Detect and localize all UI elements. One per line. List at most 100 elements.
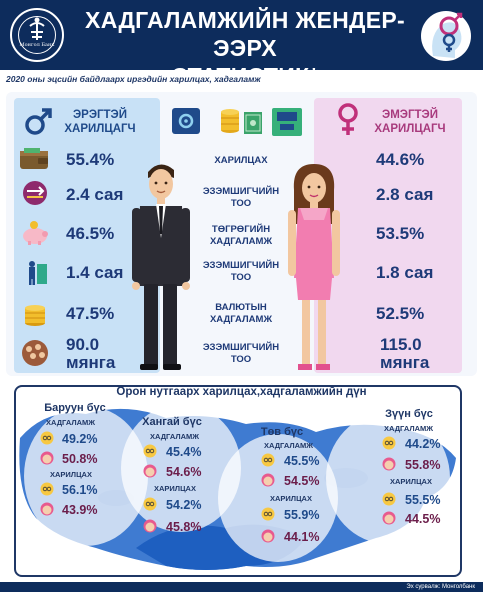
central-deposit-female: 54.5% — [284, 474, 320, 488]
female-value-deposit-holders: 1.8 сая — [376, 263, 434, 282]
female-heading-line-1: ЭМЭГТЭЙ — [382, 109, 438, 121]
category-line: ВАЛЮТЫН — [215, 302, 267, 313]
female-heading-line-2: ХАРИЛЦАГЧ — [374, 123, 446, 135]
male-heading: ЭРЭГТЭЙ ХАРИЛЦАГЧ — [50, 108, 150, 136]
east-account-male: 55.5% — [405, 493, 441, 507]
male-heading-line-2: ХАРИЛЦАГЧ — [64, 123, 136, 135]
man-figure-icon — [132, 164, 190, 370]
central-account-female: 44.1% — [284, 530, 320, 544]
account-label-west: ХАРИЛЦАХ — [50, 470, 92, 479]
account-label-central: ХАРИЛЦАХ — [270, 494, 312, 503]
title-line-2: СТАТИСТИК* — [171, 63, 319, 89]
male-value-accounts: 55.4% — [66, 150, 115, 169]
header-banner: Монгол Банк ХАДГАЛАМЖИЙН ЖЕНДЕР-ЭЭРХ СТА… — [0, 0, 483, 89]
category-label-fx-deposit: ВАЛЮТЫН ХАДГАЛАМЖ — [186, 302, 296, 326]
money-exchange-icon — [23, 181, 47, 205]
region-name-khangai: Хангай бүс — [142, 416, 202, 428]
woman-face-icon — [40, 502, 54, 516]
category-line: ТОО — [230, 272, 252, 283]
east-deposit-male: 44.2% — [405, 437, 441, 451]
female-fx-holders-number: 115.0 — [380, 335, 422, 354]
title-line-1: ХАДГАЛАМЖИЙН ЖЕНДЕР-ЭЭРХ — [85, 7, 405, 61]
female-heading: ЭМЭГТЭЙ ХАРИЛЦАГЧ — [362, 108, 458, 136]
atm-icon — [272, 108, 302, 136]
woman-face-icon — [261, 529, 275, 543]
woman-face-icon — [382, 457, 396, 471]
male-value-fx-deposit: 47.5% — [66, 304, 115, 323]
west-account-male: 56.1% — [62, 483, 98, 497]
region-name-east: Зүүн бүс — [385, 408, 433, 420]
man-face-icon — [40, 482, 54, 496]
map-title: Орон нутгаарх харилцах,хадгаламжийн дүн — [116, 386, 367, 398]
man-face-icon — [143, 497, 157, 511]
deposit-label-khangai: ХАДГАЛАМЖ — [150, 432, 200, 441]
male-fx-holders-unit: мянга — [66, 353, 116, 372]
deposit-label-west: ХАДГАЛАМЖ — [46, 418, 96, 427]
male-heading-line-1: ЭРЭГТЭЙ — [72, 109, 128, 121]
male-value-account-holders: 2.4 сая — [66, 185, 124, 204]
banking-icons — [172, 108, 302, 136]
male-fx-holders-number: 90.0 — [66, 335, 100, 354]
crowd-icon — [22, 340, 48, 366]
female-value-accounts: 44.6% — [376, 150, 425, 169]
category-line: ХАДГАЛАМЖ — [209, 236, 273, 247]
west-account-female: 43.9% — [62, 503, 98, 517]
coin-stack-icon — [25, 305, 45, 326]
category-label-fx-holders: ЭЗЭМШИГЧИЙН ТОО — [186, 342, 296, 366]
deposit-label-east: ХАДГАЛАМЖ — [384, 424, 434, 433]
man-face-icon — [143, 444, 157, 458]
east-account-female: 44.5% — [405, 512, 441, 526]
footer-source: Эх сурвалж: Монголбанк — [406, 584, 475, 590]
man-face-icon — [40, 431, 54, 445]
category-label-deposit-holders: ЭЗЭМШИГЧИЙН ТОО — [186, 260, 296, 284]
region-name-west: Баруун бүс — [44, 402, 106, 414]
category-line: ЭЗЭМШИГЧИЙН — [202, 342, 280, 353]
category-label-account-holders: ЭЗЭМШИГЧИЙН ТОО — [186, 186, 296, 210]
male-value-tugrik-deposit: 46.5% — [66, 224, 115, 243]
khangai-account-female: 45.8% — [166, 520, 202, 534]
bank-logo-icon: Монгол Банк — [10, 8, 64, 62]
male-symbol-icon — [25, 108, 52, 135]
woman-figure-icon — [288, 164, 340, 370]
female-value-account-holders: 2.8 сая — [376, 185, 434, 204]
category-line: ТОО — [230, 198, 252, 209]
woman-face-icon — [143, 519, 157, 533]
woman-face-icon — [382, 511, 396, 525]
central-deposit-male: 45.5% — [284, 454, 320, 468]
page-title: ХАДГАЛАМЖИЙН ЖЕНДЕР-ЭЭРХ СТАТИСТИК* — [70, 6, 420, 90]
female-value-fx-holders: 115.0 мянга — [380, 336, 470, 372]
coins-icon — [221, 109, 239, 133]
female-fx-holders-unit: мянга — [380, 353, 430, 372]
woman-face-icon — [143, 464, 157, 478]
category-line: ТӨГРӨГИЙН — [211, 224, 271, 235]
region-name-central: Төв бүс — [260, 426, 304, 438]
subtitle: 2020 оны эцсийн байдлаарх иргэдийн харил… — [6, 74, 261, 84]
khangai-deposit-male: 45.4% — [166, 445, 202, 459]
man-face-icon — [382, 492, 396, 506]
man-face-icon — [382, 436, 396, 450]
woman-head-gender-icon — [421, 11, 471, 61]
female-value-fx-deposit: 52.5% — [376, 304, 425, 323]
category-line: ЭЗЭМШИГЧИЙН — [202, 260, 280, 271]
woman-face-icon — [261, 473, 275, 487]
mongolia-map — [19, 404, 456, 570]
logo-text: Монгол Банк — [19, 42, 55, 48]
category-line: ХАДГАЛАМЖ — [209, 314, 273, 325]
khangai-account-male: 54.2% — [166, 498, 202, 512]
male-value-deposit-holders: 1.4 сая — [66, 263, 124, 282]
cash-icon — [244, 112, 262, 134]
east-deposit-female: 55.8% — [405, 458, 441, 472]
khangai-deposit-female: 54.6% — [166, 465, 202, 479]
man-face-icon — [261, 453, 275, 467]
woman-face-icon — [40, 451, 54, 465]
male-value-fx-holders: 90.0 мянга — [66, 336, 156, 372]
west-deposit-male: 49.2% — [62, 432, 98, 446]
safe-icon — [172, 108, 200, 134]
category-label-tugrik-deposit: ТӨГРӨГИЙН ХАДГАЛАМЖ — [186, 224, 296, 248]
category-label-accounts: ХАРИЛЦАХ — [186, 155, 296, 167]
deposit-label-central: ХАДГАЛАМЖ — [264, 441, 314, 450]
category-line: ХАРИЛЦАХ — [214, 155, 268, 166]
category-line: ТОО — [230, 354, 252, 365]
account-label-east: ХАРИЛЦАХ — [390, 477, 432, 486]
footer-bar: Эх сурвалж: Монголбанк — [0, 582, 483, 592]
